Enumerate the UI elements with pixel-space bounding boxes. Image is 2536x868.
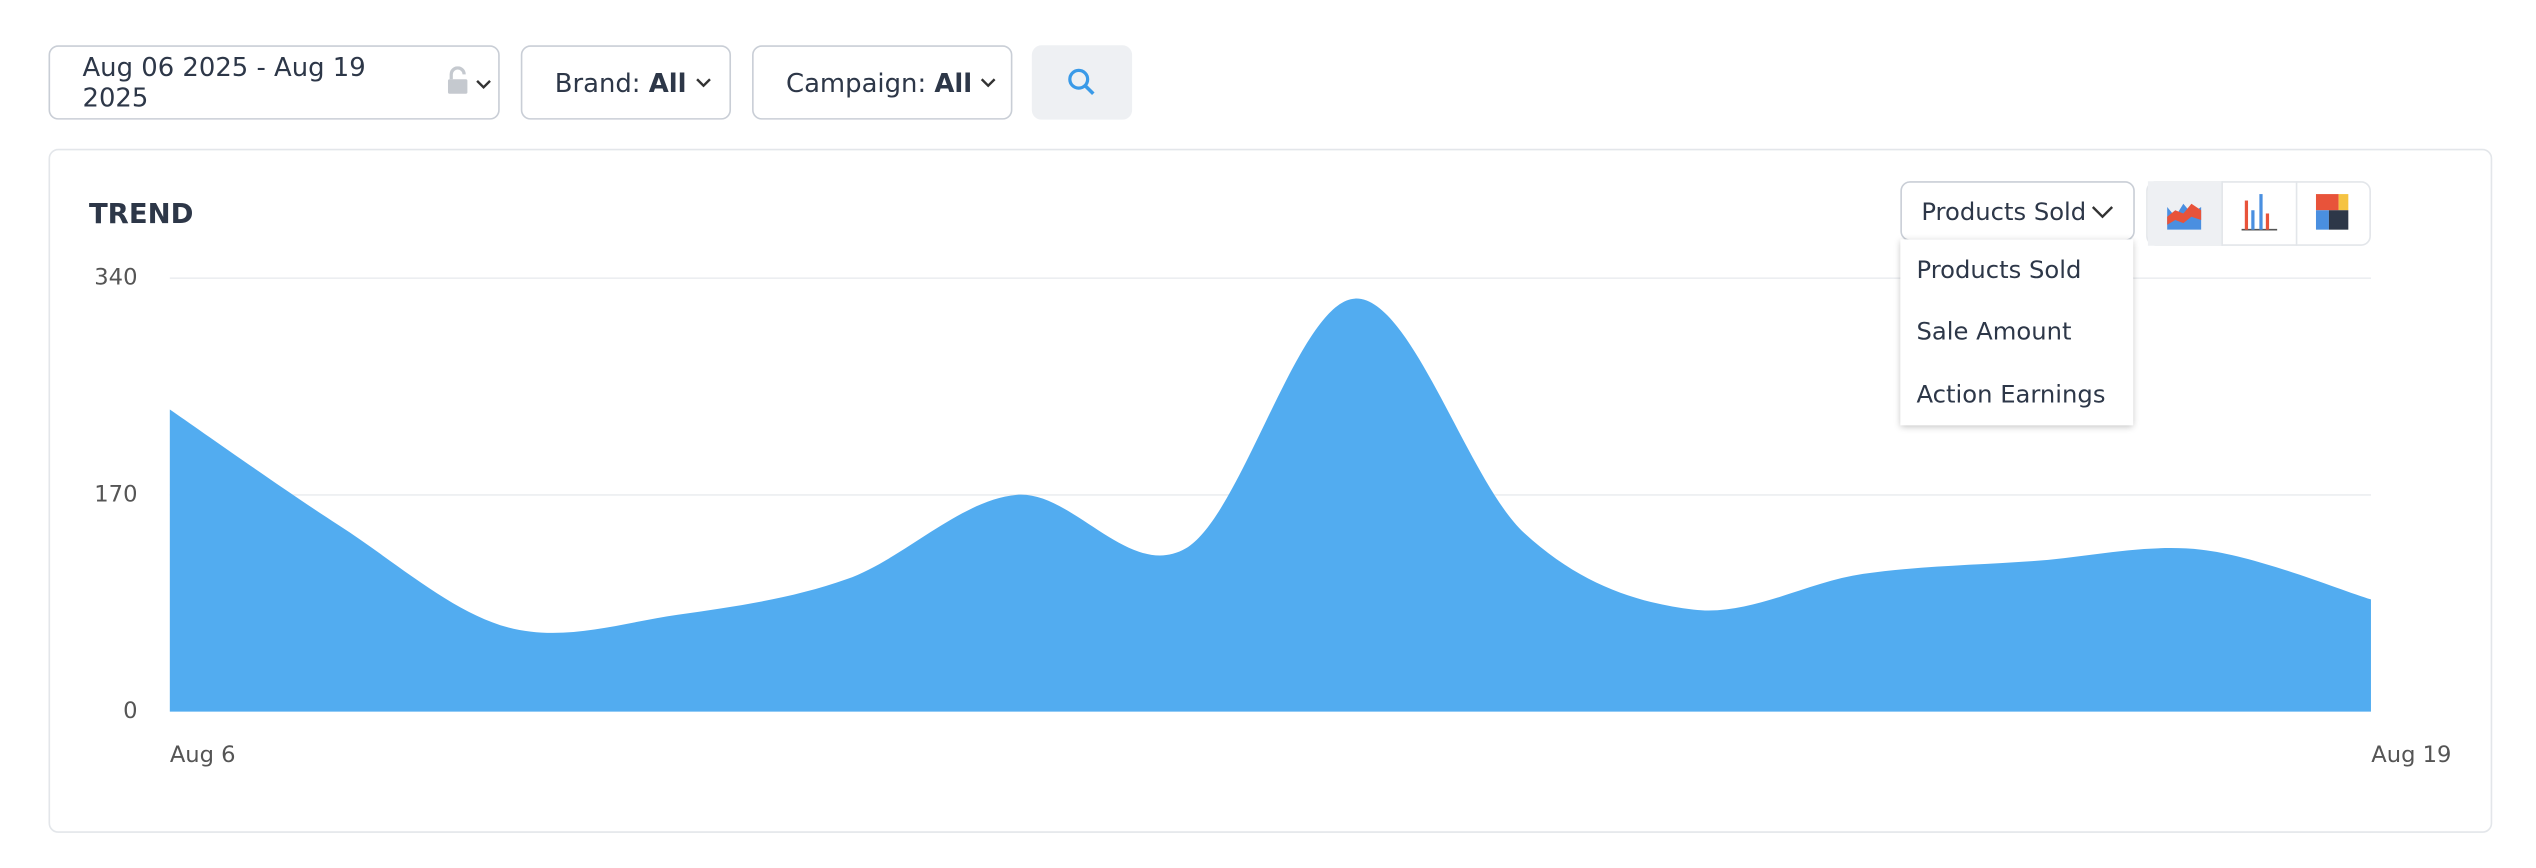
chevron xyxy=(981,78,996,88)
campaign-label: Campaign: xyxy=(786,67,927,98)
metric-menu: Products Sold Sale Amount Action Earning… xyxy=(1900,239,2134,426)
metric-select[interactable]: Products Sold xyxy=(1900,181,2135,241)
trend-card xyxy=(48,148,2493,833)
chart-type-icons[interactable] xyxy=(2147,181,2370,246)
date-range-button[interactable]: Aug 06 2025 - Aug 19 2025 xyxy=(48,45,500,120)
chevron xyxy=(695,78,711,88)
brand-button[interactable]: Brand: All xyxy=(520,45,732,120)
icons xyxy=(447,66,491,94)
area xyxy=(169,298,2371,712)
brand-value: All xyxy=(648,67,687,98)
chart-type-toggle xyxy=(2146,181,2371,246)
menu-option[interactable]: Sale Amount xyxy=(1916,316,2072,347)
search-button[interactable] xyxy=(1031,45,1133,120)
chart-title: TREND xyxy=(89,198,194,230)
y-tick-label: 340 xyxy=(94,265,137,291)
campaign-button[interactable]: Campaign: All xyxy=(752,45,1013,120)
search-icon xyxy=(1068,68,1095,96)
brand-label: Brand: xyxy=(554,67,641,98)
y-tick-label: 170 xyxy=(94,481,137,507)
campaign-value: All xyxy=(934,67,973,98)
menu-option[interactable]: Action Earnings xyxy=(1916,380,2106,410)
date-range: Aug 06 2025 - Aug 19 2025 xyxy=(82,51,366,114)
y-tick-label: 0 xyxy=(123,698,137,724)
x-tick-label: Aug 19 xyxy=(2371,742,2451,768)
menu-option[interactable]: Products Sold xyxy=(1916,255,2082,285)
x-tick-label: Aug 6 xyxy=(170,742,236,768)
chevron xyxy=(2091,205,2113,218)
metric-selected: Products Sold xyxy=(1921,196,2087,226)
